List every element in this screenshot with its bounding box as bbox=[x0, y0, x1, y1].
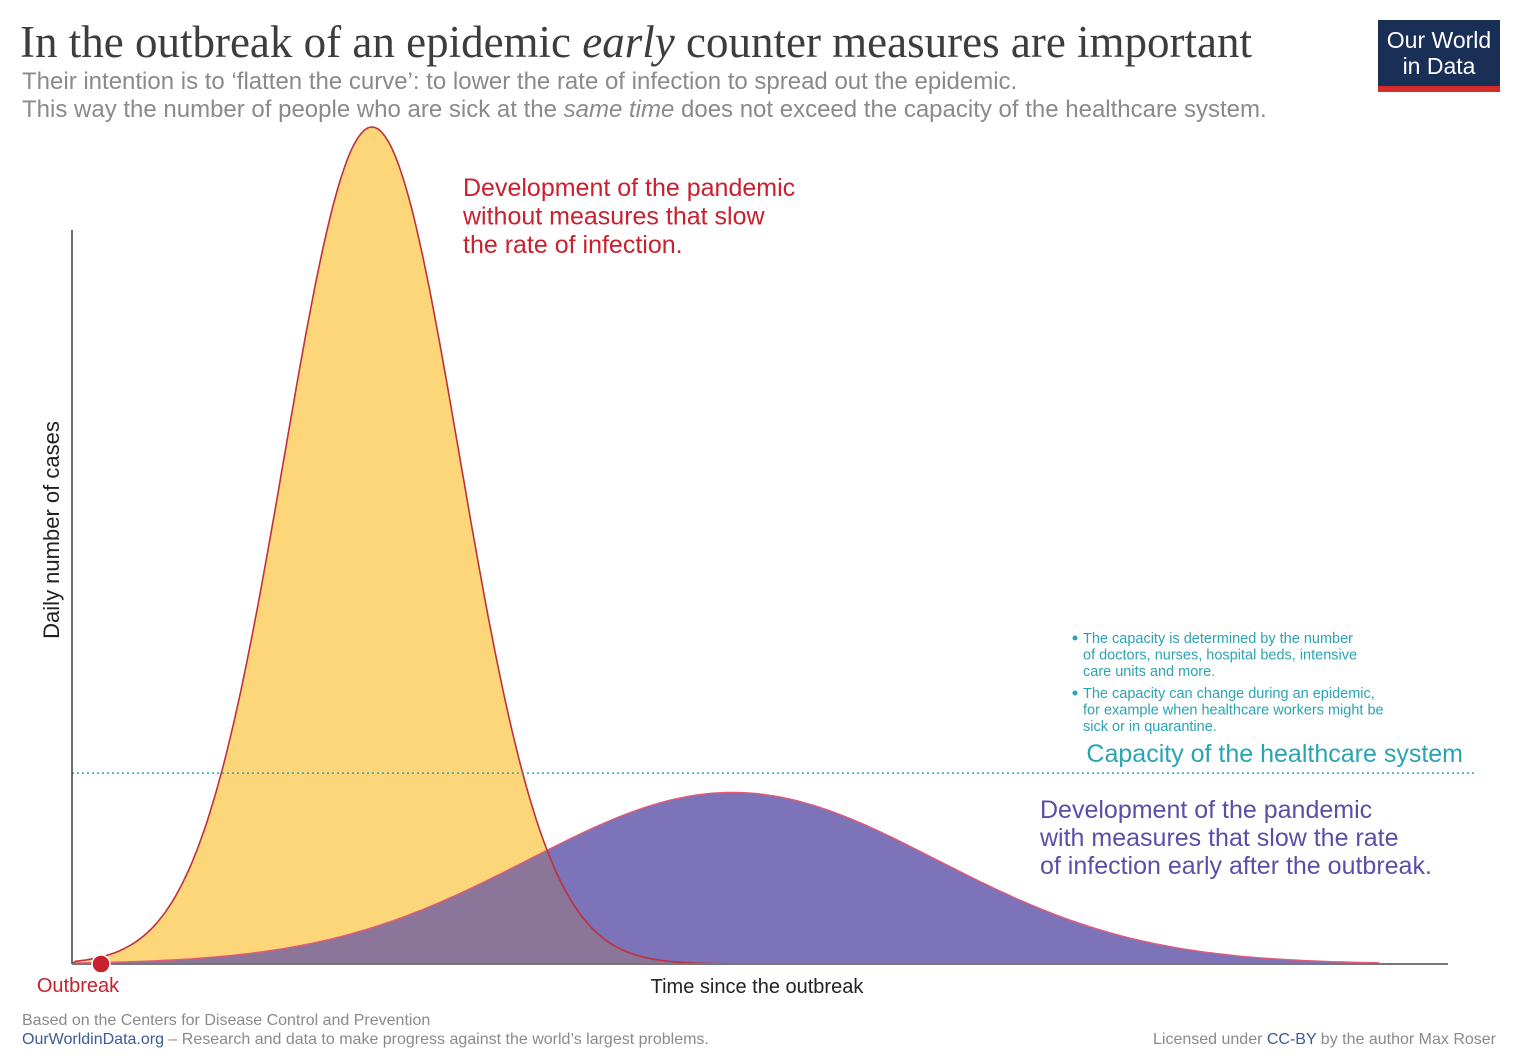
subtitle-line-2: This way the number of people who are si… bbox=[22, 96, 1267, 124]
mitigated-series-label: Development of the pandemic with measure… bbox=[1039, 796, 1432, 880]
subtitle-line-2-end: does not exceed the capacity of the heal… bbox=[674, 96, 1267, 123]
site-link[interactable]: OurWorldinData.org bbox=[22, 1031, 164, 1048]
outbreak-marker bbox=[91, 954, 111, 974]
capacity-label: Capacity of the healthcare system bbox=[1086, 740, 1463, 768]
license-suffix: by the author Max Roser bbox=[1316, 1031, 1496, 1048]
mitigated-label-line: Development of the pandemic bbox=[1040, 796, 1372, 824]
logo-line-1: Our World bbox=[1386, 27, 1492, 53]
site-credit: OurWorldinData.org – Research and data t… bbox=[22, 1031, 709, 1049]
unmitigated-label-line: the rate of infection. bbox=[463, 231, 683, 259]
mitigated-curve-line bbox=[71, 791, 1380, 965]
note-line: care units and more. bbox=[1083, 664, 1215, 680]
unmitigated-label-line: without measures that slow bbox=[462, 203, 765, 231]
unmitigated-curve-area bbox=[72, 127, 829, 964]
note-line: of doctors, nurses, hospital beds, inten… bbox=[1083, 648, 1357, 664]
logo-line-2: in Data bbox=[1402, 53, 1476, 79]
note-line: The capacity can change during an epidem… bbox=[1083, 686, 1375, 702]
page-title: In the outbreak of an epidemic early cou… bbox=[20, 14, 1252, 70]
note-bullet bbox=[1072, 635, 1078, 641]
title-text-end: counter measures are important bbox=[674, 17, 1253, 67]
subtitle-line-2-start: This way the number of people who are si… bbox=[22, 96, 564, 123]
note-line: for example when healthcare workers migh… bbox=[1083, 703, 1384, 719]
note-line: sick or in quarantine. bbox=[1083, 719, 1217, 735]
outbreak-label: Outbreak bbox=[37, 975, 120, 997]
license-note: Licensed under CC-BY by the author Max R… bbox=[1153, 1031, 1496, 1049]
license-prefix: Licensed under bbox=[1153, 1031, 1267, 1048]
site-tagline: – Research and data to make progress aga… bbox=[163, 1031, 709, 1048]
y-axis-label: Daily number of cases bbox=[39, 421, 64, 639]
owid-logo[interactable]: Our World in Data bbox=[1378, 20, 1500, 92]
unmitigated-label-line: Development of the pandemic bbox=[463, 174, 795, 202]
capacity-notes: The capacity is determined by the number… bbox=[1072, 631, 1384, 735]
note-bullet bbox=[1072, 690, 1078, 696]
license-link[interactable]: CC-BY bbox=[1266, 1031, 1317, 1048]
note-line: The capacity is determined by the number bbox=[1083, 631, 1353, 647]
mitigated-label-line: of infection early after the outbreak. bbox=[1040, 852, 1432, 880]
x-axis-label: Time since the outbreak bbox=[651, 976, 865, 998]
subtitle-line-2-emphasis: same time bbox=[563, 96, 675, 123]
source-note: Based on the Centers for Disease Control… bbox=[22, 1012, 431, 1029]
unmitigated-series-label: Development of the pandemic without meas… bbox=[462, 174, 795, 259]
subtitle-line-1: Their intention is to ‘flatten the curve… bbox=[22, 68, 1018, 95]
title-emphasis: early bbox=[582, 17, 675, 67]
title-text-start: In the outbreak of an epidemic bbox=[20, 17, 583, 67]
mitigated-label-line: with measures that slow the rate bbox=[1039, 824, 1399, 852]
